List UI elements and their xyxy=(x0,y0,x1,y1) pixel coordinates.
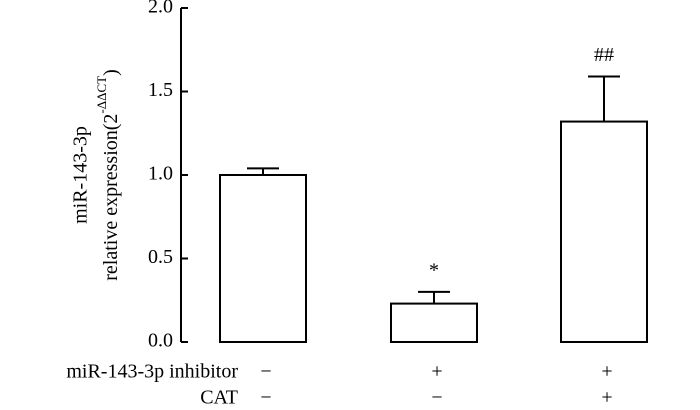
y-axis-label: relative expression(2-ΔΔCT) xyxy=(94,69,122,281)
bar xyxy=(390,302,478,343)
significance-label: * xyxy=(429,259,439,281)
condition-value: + xyxy=(431,361,442,383)
condition-value: + xyxy=(601,361,612,383)
condition-value: + xyxy=(601,387,612,409)
y-axis-label: miR-143-3p xyxy=(70,126,92,224)
significance-label: ## xyxy=(594,44,614,66)
condition-label: miR-143-3p inhibitor xyxy=(66,361,238,383)
y-axis-label-superscript: -ΔΔCT xyxy=(94,76,109,114)
bar xyxy=(560,120,648,343)
y-tick-label: 1.5 xyxy=(148,79,173,101)
condition-value: − xyxy=(260,361,271,383)
condition-label: CAT xyxy=(200,387,238,409)
condition-value: − xyxy=(431,387,442,409)
bar xyxy=(219,174,307,343)
y-tick-label: 0.5 xyxy=(148,246,173,268)
y-tick-label: 2.0 xyxy=(148,0,173,18)
y-axis-label-base: relative expression(2 xyxy=(100,114,122,281)
y-tick-label: 0.0 xyxy=(148,330,173,352)
y-axis-label-close: ) xyxy=(100,69,122,76)
condition-value: − xyxy=(260,387,271,409)
y-tick-label: 1.0 xyxy=(148,163,173,185)
